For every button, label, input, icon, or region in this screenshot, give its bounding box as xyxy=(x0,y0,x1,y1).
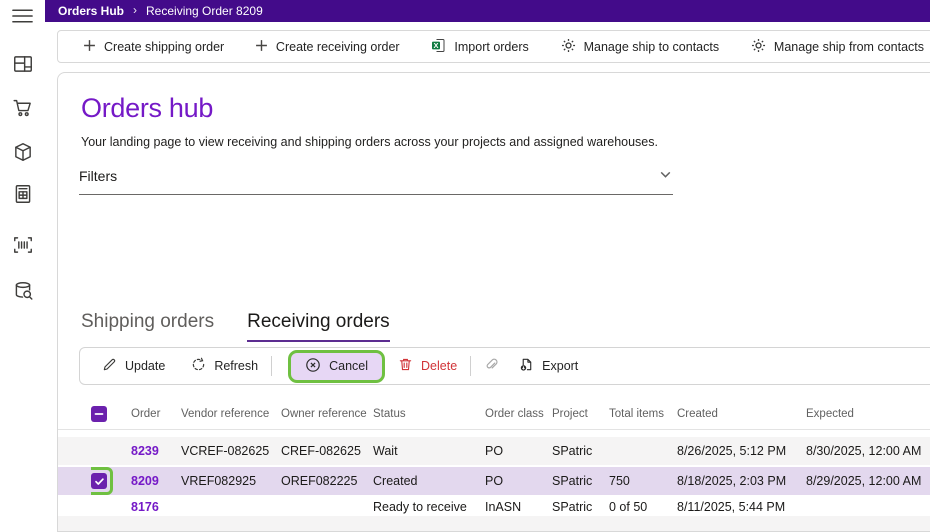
container-search-icon[interactable] xyxy=(11,279,34,302)
orders-hub-panel: Orders hub Your landing page to view rec… xyxy=(57,72,930,532)
cell-status: Wait xyxy=(373,444,398,458)
app-sidebar xyxy=(0,0,45,522)
order-link[interactable]: 8209 xyxy=(131,474,159,488)
cell-order-class: PO xyxy=(485,444,504,458)
column-header-order-class[interactable]: Order class xyxy=(485,408,544,420)
cell-project: SPatric xyxy=(552,499,593,514)
column-header-order[interactable]: Order xyxy=(131,408,161,420)
annotation-highlight xyxy=(91,467,113,495)
button-label: Refresh xyxy=(214,359,259,373)
cell-order-class: InASN xyxy=(485,499,522,514)
button-label: Create shipping order xyxy=(104,39,225,54)
button-label: Manage ship to contacts xyxy=(583,39,720,54)
button-label: Export xyxy=(542,359,579,373)
plus-icon xyxy=(83,39,96,55)
cancel-button[interactable]: Cancel xyxy=(288,349,386,383)
trash-icon xyxy=(398,357,413,375)
cell-expected: 8/30/2025, 12:00 AM xyxy=(806,444,922,458)
update-button[interactable]: Update xyxy=(102,357,165,375)
top-navigation-bar: Orders Hub › Receiving Order 8209 xyxy=(45,0,930,22)
refresh-icon xyxy=(191,357,206,375)
table-row[interactable]: 8176 Ready to receive InASN SPatric 0 of… xyxy=(58,497,930,516)
button-label: Import orders xyxy=(454,39,529,54)
order-link[interactable]: 8239 xyxy=(131,444,159,458)
row-checkbox[interactable] xyxy=(91,473,107,489)
shopping-cart-icon[interactable] xyxy=(11,96,34,119)
cell-project: SPatric xyxy=(552,444,593,458)
cell-owner-reference: CREF-082625 xyxy=(281,444,361,458)
button-label: Create receiving order xyxy=(275,39,400,54)
attach-button[interactable] xyxy=(484,357,499,375)
pencil-icon xyxy=(102,357,117,375)
import-orders-button[interactable]: X Import orders xyxy=(419,31,540,62)
grid-toolbar: Update Refresh Cancel Delete Export xyxy=(79,347,930,385)
filters-expander[interactable]: Filters xyxy=(79,167,673,195)
export-button[interactable]: Export xyxy=(519,357,578,375)
column-header-project[interactable]: Project xyxy=(552,408,588,420)
delete-button[interactable]: Delete xyxy=(398,357,457,375)
button-label: Manage ship from contacts xyxy=(773,39,924,54)
invoice-icon[interactable] xyxy=(11,182,34,205)
orders-tabs: Shipping orders Receiving orders xyxy=(81,311,390,342)
page-title: Orders hub xyxy=(81,93,214,123)
button-label: Delete xyxy=(421,359,458,373)
excel-icon: X xyxy=(431,38,446,56)
cell-created: 8/11/2025, 5:44 PM xyxy=(677,499,786,514)
chevron-down-icon xyxy=(658,167,673,185)
cell-created: 8/18/2025, 2:03 PM xyxy=(677,474,787,488)
dashboard-icon[interactable] xyxy=(11,52,34,75)
toolbar-divider xyxy=(271,356,273,376)
cell-total-items: 0 of 50 xyxy=(609,499,648,514)
gear-icon xyxy=(561,38,576,56)
tab-shipping-orders[interactable]: Shipping orders xyxy=(81,311,215,332)
cell-status: Ready to receive xyxy=(373,499,467,514)
cell-owner-reference: OREF082225 xyxy=(281,474,358,488)
page-subtitle: Your landing page to view receiving and … xyxy=(81,135,658,149)
manage-ship-from-contacts-button[interactable]: Manage ship from contacts xyxy=(739,31,930,62)
cell-project: SPatric xyxy=(552,474,593,488)
table-row[interactable]: 8239 VCREF-082625 CREF-082625 Wait PO SP… xyxy=(58,437,930,465)
menu-icon[interactable] xyxy=(11,4,34,27)
grid-header-row: Order Vendor reference Owner reference S… xyxy=(58,399,930,430)
create-receiving-order-button[interactable]: Create receiving order xyxy=(243,31,412,62)
create-shipping-order-button[interactable]: Create shipping order xyxy=(71,31,236,62)
button-label: Update xyxy=(125,359,166,373)
breadcrumb-separator-icon: › xyxy=(133,3,138,17)
cell-vendor-reference: VCREF-082625 xyxy=(181,444,270,458)
breadcrumb-current-page: Receiving Order 8209 xyxy=(146,4,263,18)
cell-status: Created xyxy=(373,474,418,488)
select-all-checkbox[interactable] xyxy=(91,406,107,422)
cell-vendor-reference: VREF082925 xyxy=(181,474,257,488)
cell-total-items: 750 xyxy=(609,474,630,488)
manage-ship-to-contacts-button[interactable]: Manage ship to contacts xyxy=(549,31,732,62)
tab-receiving-orders[interactable]: Receiving orders xyxy=(247,311,390,342)
gear-icon xyxy=(751,38,766,56)
column-header-status[interactable]: Status xyxy=(373,408,406,420)
svg-text:X: X xyxy=(434,41,439,50)
breadcrumb-orders-hub[interactable]: Orders Hub xyxy=(58,4,125,18)
column-header-vendor-reference[interactable]: Vendor reference xyxy=(181,408,270,420)
column-header-owner-reference[interactable]: Owner reference xyxy=(281,408,367,420)
cell-expected: 8/29/2025, 12:00 AM xyxy=(806,474,922,488)
filters-label: Filters xyxy=(79,168,118,184)
column-header-created[interactable]: Created xyxy=(677,408,718,420)
refresh-button[interactable]: Refresh xyxy=(191,357,258,375)
package-icon[interactable] xyxy=(11,140,34,163)
paperclip-icon xyxy=(484,357,499,375)
toolbar-divider xyxy=(470,356,472,376)
button-label: Cancel xyxy=(329,359,369,373)
cell-order-class: PO xyxy=(485,474,504,488)
cancel-circle-icon xyxy=(305,357,321,376)
cell-created: 8/26/2025, 5:12 PM xyxy=(677,444,787,458)
grid-rows: 8239 VCREF-082625 CREF-082625 Wait PO SP… xyxy=(58,437,930,531)
table-row-selected[interactable]: 8209 VREF082925 OREF082225 Created PO SP… xyxy=(58,467,930,495)
order-link[interactable]: 8176 xyxy=(131,499,159,514)
barcode-scan-icon[interactable] xyxy=(11,233,34,256)
table-row-partial[interactable] xyxy=(58,516,930,531)
export-icon xyxy=(519,357,534,375)
column-header-total-items[interactable]: Total items xyxy=(609,408,664,420)
column-header-expected[interactable]: Expected xyxy=(806,408,854,420)
plus-icon xyxy=(255,39,268,55)
page-toolbar: Create shipping order Create receiving o… xyxy=(57,30,930,63)
